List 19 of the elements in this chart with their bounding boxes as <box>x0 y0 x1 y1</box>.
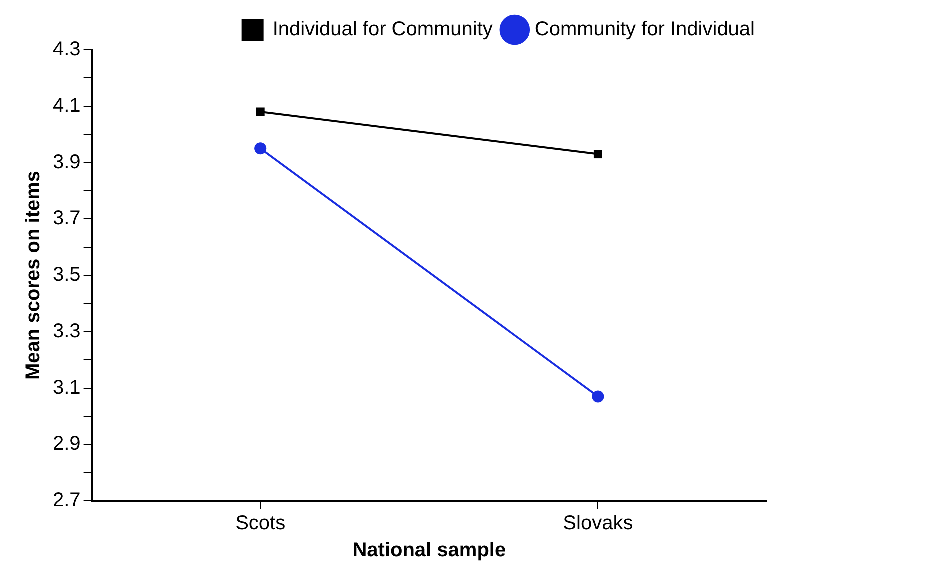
x-tick-label: Scots <box>236 512 286 535</box>
y-tick-label: 3.5 <box>52 264 81 286</box>
y-axis-title: Mean scores on items <box>22 171 45 380</box>
point <box>254 142 267 155</box>
y-tick-label: 3.9 <box>52 151 81 174</box>
y-tick-label: 2.9 <box>52 433 81 456</box>
y-tick-label: 3.7 <box>52 208 81 230</box>
y-tick-label: 2.7 <box>52 490 81 512</box>
y-tick-label: 3.1 <box>52 376 81 399</box>
y-tick-label: 3.3 <box>52 320 81 342</box>
point <box>256 108 265 116</box>
y-tick-label: 4.1 <box>52 94 81 117</box>
y-tick-label: 4.3 <box>52 38 81 61</box>
legend-label: Community for Individual <box>534 18 756 41</box>
x-axis-title: National sample <box>352 540 506 562</box>
point <box>592 390 604 403</box>
x-tick-label: Slovaks <box>563 512 634 535</box>
legend-label: Individual for Community <box>272 18 493 41</box>
point <box>594 150 602 159</box>
